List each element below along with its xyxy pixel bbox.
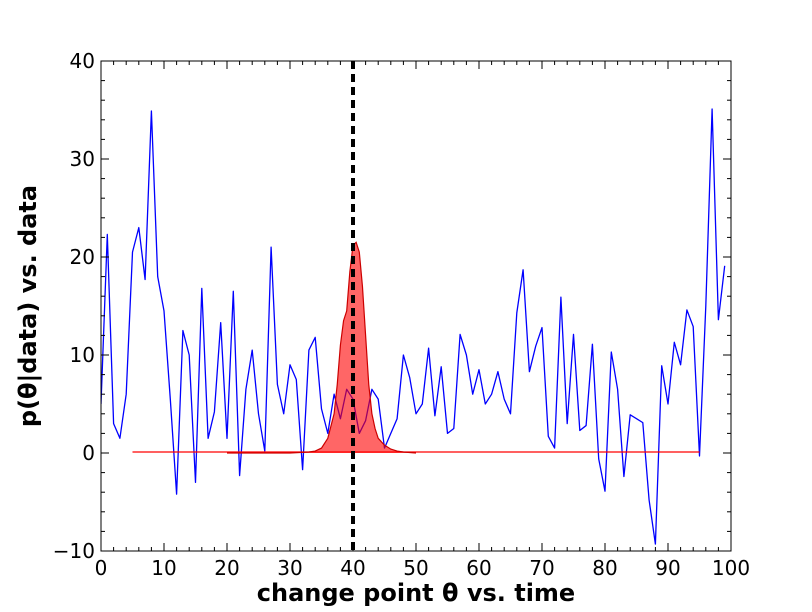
y-tick-label: 30 bbox=[70, 147, 95, 171]
x-tick-label: 100 bbox=[712, 556, 750, 580]
x-axis-label: change point θ vs. time bbox=[257, 579, 575, 607]
x-tick-label: 80 bbox=[592, 556, 617, 580]
x-tick-label: 90 bbox=[655, 556, 680, 580]
x-tick-label: 70 bbox=[529, 556, 554, 580]
x-tick-label: 10 bbox=[151, 556, 176, 580]
axis-ticks bbox=[100, 60, 732, 552]
posterior-outline bbox=[227, 241, 417, 454]
y-tick-label: 10 bbox=[70, 343, 95, 367]
x-tick-label: 0 bbox=[95, 556, 108, 580]
x-tick-label: 40 bbox=[340, 556, 365, 580]
x-tick-label: 20 bbox=[214, 556, 239, 580]
x-tick-label: 50 bbox=[403, 556, 428, 580]
y-tick-label: 0 bbox=[82, 441, 95, 465]
x-tick-label: 60 bbox=[466, 556, 491, 580]
y-tick-label: 20 bbox=[70, 245, 95, 269]
plot-area bbox=[101, 61, 726, 551]
y-tick-label: 40 bbox=[70, 49, 95, 73]
series-line-0 bbox=[101, 108, 726, 545]
y-tick-label: −10 bbox=[53, 539, 95, 563]
posterior-area bbox=[227, 242, 416, 453]
x-tick-label: 30 bbox=[277, 556, 302, 580]
y-axis-label: p(θ|data) vs. data bbox=[14, 185, 42, 427]
